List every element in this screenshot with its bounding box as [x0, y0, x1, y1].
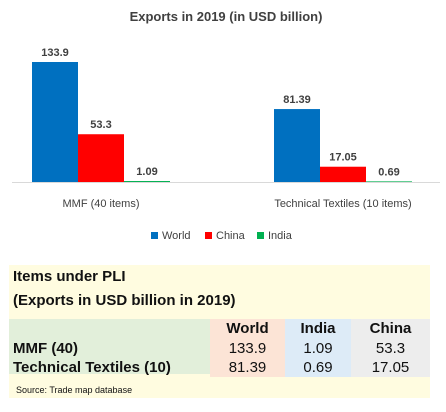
pli-table: World India China MMF (40) 133.9 1.09 53… — [9, 319, 430, 377]
legend-label-india: India — [268, 230, 293, 242]
cell-mmf-china: 53.3 — [351, 339, 430, 358]
pli-title: Items under PLI — [13, 268, 126, 285]
column-header-china: China — [351, 319, 430, 339]
data-label: 1.09 — [136, 166, 157, 178]
legend-swatch-china — [205, 232, 212, 239]
bar-world-mmf — [32, 62, 78, 182]
column-header-world: World — [210, 319, 285, 339]
bar-chart: Exports in 2019 (in USD billion) 133.9 53… — [12, 9, 440, 242]
cell-tt-world: 81.39 — [210, 358, 285, 377]
bar-china-technical-textiles — [320, 166, 366, 182]
bar-china-mmf — [78, 134, 124, 182]
data-label: 53.3 — [90, 119, 111, 131]
bar-india-mmf — [124, 181, 170, 182]
data-label: 133.9 — [41, 47, 69, 59]
legend-label-china: China — [216, 230, 246, 242]
category-label: MMF (40 items) — [63, 198, 140, 210]
table-corner — [9, 319, 210, 339]
source-note: Source: Trade map database — [16, 385, 133, 395]
chart-title: Exports in 2019 (in USD billion) — [130, 9, 323, 24]
table-row: MMF (40) 133.9 1.09 53.3 — [9, 339, 430, 358]
table-row: Technical Textiles (10) 81.39 0.69 17.05 — [9, 358, 430, 377]
legend-label-world: World — [162, 230, 191, 242]
row-label-technical-textiles: Technical Textiles (10) — [13, 359, 171, 376]
row-label-mmf: MMF (40) — [13, 340, 78, 357]
legend-swatch-world — [151, 232, 158, 239]
table-header-row: World India China — [9, 319, 430, 339]
column-header-india: India — [285, 319, 351, 339]
bar-india-technical-textiles — [366, 181, 412, 182]
category-label: Technical Textiles (10 items) — [274, 198, 411, 210]
pli-table-panel: Items under PLI (Exports in USD billion … — [9, 265, 430, 398]
data-label: 17.05 — [329, 152, 357, 164]
cell-tt-india: 0.69 — [285, 358, 351, 377]
data-label: 81.39 — [283, 94, 311, 106]
bar-world-technical-textiles — [274, 109, 320, 182]
cell-tt-china: 17.05 — [351, 358, 430, 377]
pli-subtitle: (Exports in USD billion in 2019) — [13, 292, 236, 309]
legend-swatch-india — [257, 232, 264, 239]
cell-mmf-world: 133.9 — [210, 339, 285, 358]
data-label: 0.69 — [378, 166, 399, 178]
cell-mmf-india: 1.09 — [285, 339, 351, 358]
